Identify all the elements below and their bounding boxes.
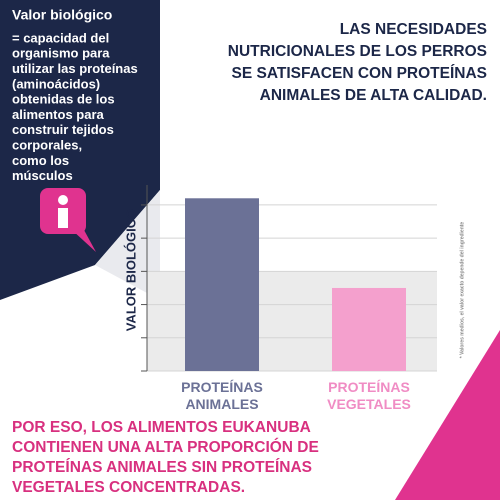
- panel-line: corporales,: [12, 138, 82, 153]
- panel-line: como los: [12, 153, 69, 168]
- x-tick-label: PROTEÍNAS VEGETALES: [327, 379, 411, 412]
- bar: [185, 198, 259, 371]
- headline-line: LAS NECESIDADES: [340, 21, 487, 38]
- x-tick-label: PROTEÍNAS ANIMALES: [181, 379, 263, 412]
- headline-line: SE SATISFACEN CON PROTEÍNAS: [232, 65, 488, 82]
- conclusion-line: POR ESO, LOS ALIMENTOS EUKANUBA: [12, 419, 311, 436]
- panel-line: construir tejidos: [12, 122, 114, 137]
- panel-line: organismo para: [12, 46, 110, 61]
- panel-line: músculos: [12, 168, 73, 183]
- conclusion: POR ESO, LOS ALIMENTOS EUKANUBA CONTIENEN…: [12, 419, 319, 496]
- conclusion-line: CONTIENEN UNA ALTA PROPORCIÓN DE: [12, 438, 319, 456]
- panel-line: obtenidas de los: [12, 92, 115, 107]
- info-icon: [40, 188, 96, 252]
- y-axis-label: VALOR BIOLÓGICO: [123, 209, 138, 332]
- panel-line: utilizar las proteínas: [12, 61, 138, 76]
- plot: [141, 185, 437, 372]
- panel-line: (aminoácidos): [12, 76, 100, 91]
- corner-accent: [395, 330, 500, 500]
- footnote: * Valores medios, el valor exacto depend…: [459, 222, 465, 359]
- panel-line: alimentos para: [12, 107, 105, 122]
- headline-line: ANIMALES DE ALTA CALIDAD.: [260, 87, 487, 104]
- conclusion-line: PROTEÍNAS ANIMALES SIN PROTEÍNAS: [12, 459, 312, 476]
- headline: LAS NECESIDADES NUTRICIONALES DE LOS PERR…: [228, 21, 487, 104]
- conclusion-line: VEGETALES CONCENTRADAS.: [12, 479, 245, 496]
- bar: [332, 287, 406, 371]
- panel-line: = capacidad del: [12, 30, 109, 45]
- headline-line: NUTRICIONALES DE LOS PERROS: [228, 43, 487, 60]
- panel-shade: [95, 190, 160, 300]
- panel-heading: Valor biológico: [12, 7, 112, 23]
